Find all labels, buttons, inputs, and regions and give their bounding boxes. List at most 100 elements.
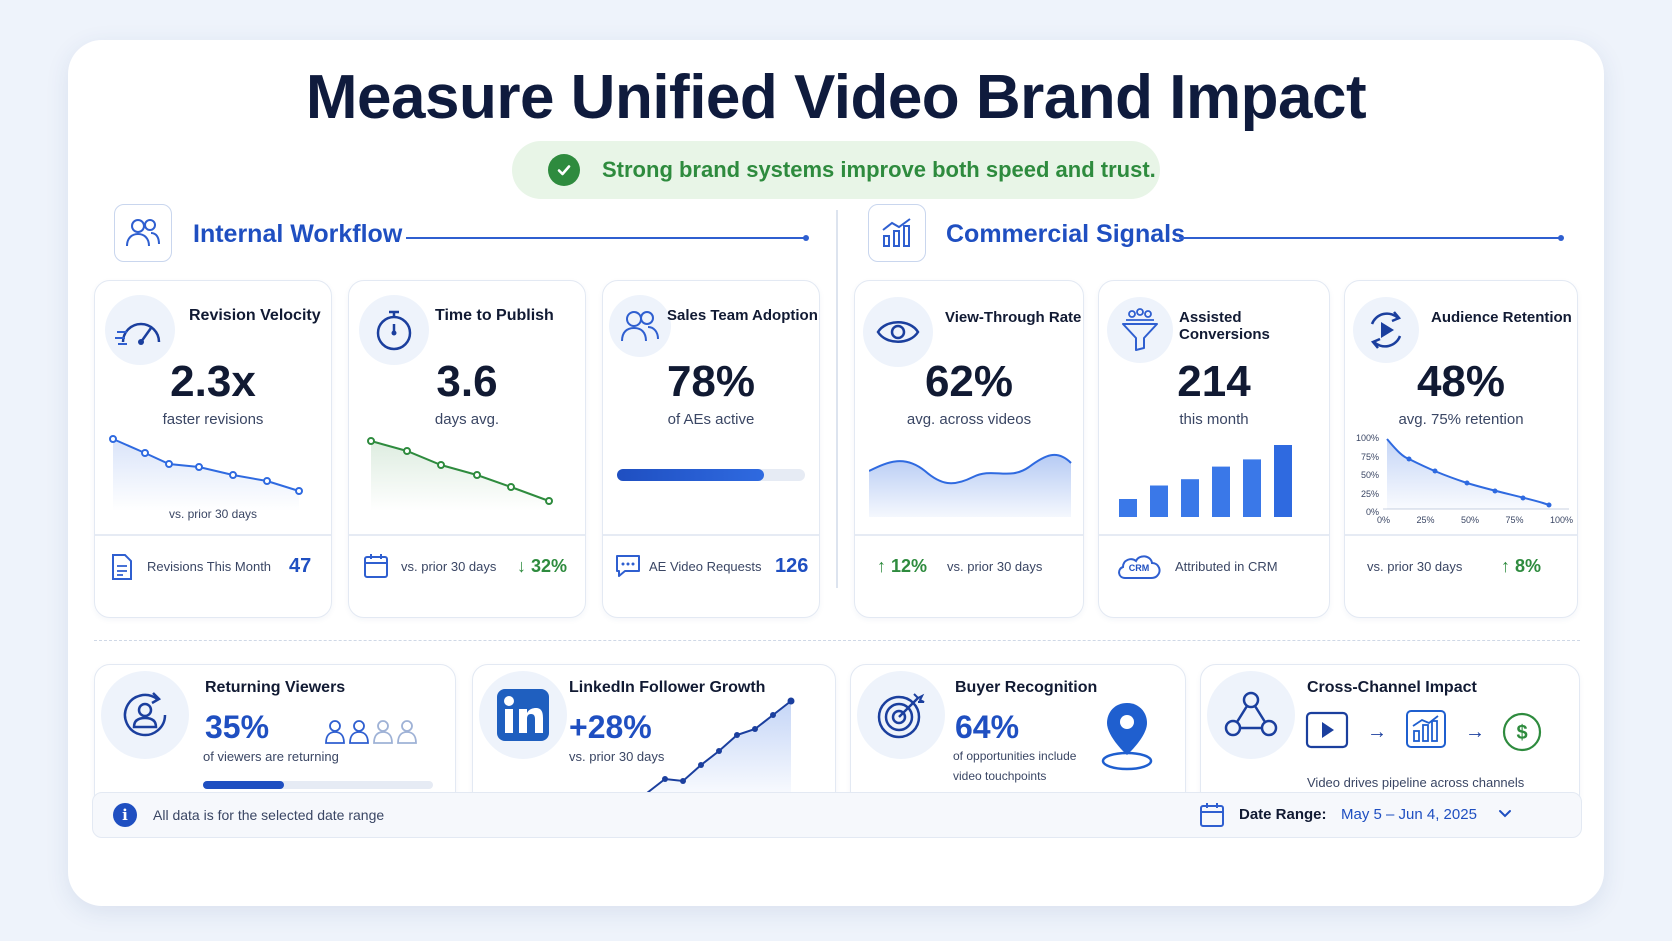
metric-value: 64% [955, 709, 1020, 745]
adoption-progress-track [617, 469, 805, 481]
footer-value: 12% [891, 556, 928, 576]
date-range-select[interactable]: May 5 – Jun 4, 2025 [1341, 806, 1477, 823]
footer-value: 8% [1515, 556, 1542, 576]
y-tick: 100% [1355, 433, 1379, 443]
metric-subtitle: avg. across videos [906, 411, 1032, 428]
metric-subtitle: days avg. [434, 411, 500, 428]
footer-label: Revisions This Month [147, 559, 272, 574]
footer-change: ↓ 32% [517, 556, 567, 577]
returning-user-icon [101, 671, 189, 759]
row-divider [94, 640, 1580, 641]
card-revision-velocity: Revision Velocity 2.3x faster revisions … [94, 280, 332, 618]
metric-subtitle: Video drives pipeline across channels [1307, 775, 1525, 790]
x-tick: 75% [1505, 515, 1524, 525]
metric-value: +28% [569, 709, 652, 745]
cloud-label: CRM [1128, 563, 1150, 573]
section-divider [1179, 237, 1561, 239]
svg-text:$: $ [1516, 722, 1527, 744]
metric-subtitle: of viewers are returning [203, 749, 339, 764]
card-assisted-conversions: Assisted Conversions 214 this month CRM … [1098, 280, 1330, 618]
card-footer-divider [1345, 534, 1577, 536]
section-divider-dot [1558, 235, 1564, 241]
footer-change: ↑ 12% [877, 556, 927, 577]
x-tick: 50% [1460, 515, 1479, 525]
users-icon [609, 295, 671, 357]
card-footer-divider [95, 534, 331, 536]
y-tick: 50% [1360, 470, 1379, 480]
up-arrow-icon: ↑ [1501, 556, 1510, 576]
card-footer-divider [349, 534, 585, 536]
card-title: Cross-Channel Impact [1307, 679, 1477, 696]
down-arrow-icon: ↓ [517, 556, 526, 576]
card-view-through-rate: View-Through Rate 62% avg. across videos… [854, 280, 1084, 618]
x-tick: 25% [1416, 515, 1435, 525]
metric-value: 2.3x [170, 357, 256, 406]
date-range-label: Date Range: [1239, 806, 1327, 823]
date-range-bar: i All data is for the selected date rang… [92, 792, 1582, 838]
info-icon: i [113, 803, 137, 827]
network-icon [1207, 671, 1295, 759]
section-title-internal: Internal Workflow [193, 220, 403, 248]
card-title: Time to Publish [435, 307, 554, 324]
adoption-progress-fill [617, 469, 764, 481]
card-footer-divider [855, 534, 1083, 536]
metric-value: 214 [1177, 357, 1251, 406]
metric-subtitle: of opportunities include [953, 749, 1077, 763]
footer-label: vs. prior 30 days [1367, 559, 1463, 574]
bar-chart-icon [1405, 709, 1447, 754]
insight-banner: Strong brand systems improve both speed … [512, 141, 1160, 199]
card-title: Returning Viewers [205, 679, 346, 696]
card-title: Buyer Recognition [955, 679, 1098, 696]
viewers-icon-group [325, 719, 425, 750]
card-title: Assisted Conversions [1179, 309, 1270, 343]
stopwatch-icon [359, 295, 429, 365]
info-text: All data is for the selected date range [153, 807, 385, 823]
metric-value: 48% [1416, 357, 1506, 406]
returning-progress-track [203, 781, 433, 789]
footer-label: Attributed in CRM [1175, 559, 1278, 574]
card-sales-adoption: Sales Team Adoption 78% of AEs active AE… [602, 280, 820, 618]
metric-subtitle: of AEs active [667, 411, 755, 428]
calendar-icon [1199, 802, 1225, 833]
arrow-right-icon: → [1367, 721, 1387, 743]
video-play-icon [1305, 711, 1349, 754]
card-cross-channel: Cross-Channel Impact → → $ Video drives … [1200, 664, 1580, 810]
publish-trend-chart [367, 437, 553, 511]
footer-value: 126 [775, 555, 809, 577]
x-tick: 100% [1549, 515, 1573, 525]
eye-icon [863, 297, 933, 367]
dashboard-panel: Measure Unified Video Brand Impact Stron… [68, 40, 1604, 906]
bar [1150, 485, 1168, 517]
footer-change: ↑ 8% [1501, 556, 1541, 577]
card-audience-retention: Audience Retention 48% avg. 75% retentio… [1344, 280, 1578, 618]
card-time-to-publish: Time to Publish 3.6 days avg. vs. prior … [348, 280, 586, 618]
footer-label: vs. prior 30 days [947, 559, 1043, 574]
chevron-down-icon[interactable] [1497, 805, 1513, 826]
metric-value: 3.6 [436, 357, 498, 406]
linkedin-growth-chart [646, 697, 795, 799]
y-tick: 0% [1365, 507, 1379, 517]
section-separator [836, 210, 838, 588]
vtr-area-chart [869, 453, 1072, 517]
y-tick: 25% [1360, 488, 1379, 499]
metric-value: 35% [205, 709, 270, 745]
card-title: LinkedIn Follower Growth [569, 679, 766, 696]
metric-value: 62% [924, 357, 1014, 406]
chat-icon [615, 553, 641, 584]
metric-subtitle: this month [1179, 411, 1249, 428]
bar [1274, 445, 1292, 517]
up-arrow-icon: ↑ [877, 556, 886, 576]
check-icon [548, 154, 580, 186]
chart-icon [868, 204, 926, 262]
speedometer-icon [105, 295, 175, 365]
bar [1119, 499, 1137, 517]
card-footer-divider [603, 534, 819, 536]
card-title: Revision Velocity [189, 307, 321, 324]
footer-label: AE Video Requests [649, 559, 762, 574]
bar [1243, 459, 1261, 517]
target-icon [857, 671, 945, 759]
bar [1212, 466, 1230, 517]
y-tick: 75% [1360, 451, 1379, 462]
metric-subtitle: vs. prior 30 days [569, 749, 665, 764]
card-returning-viewers: Returning Viewers 35% of viewers are ret… [94, 664, 456, 810]
